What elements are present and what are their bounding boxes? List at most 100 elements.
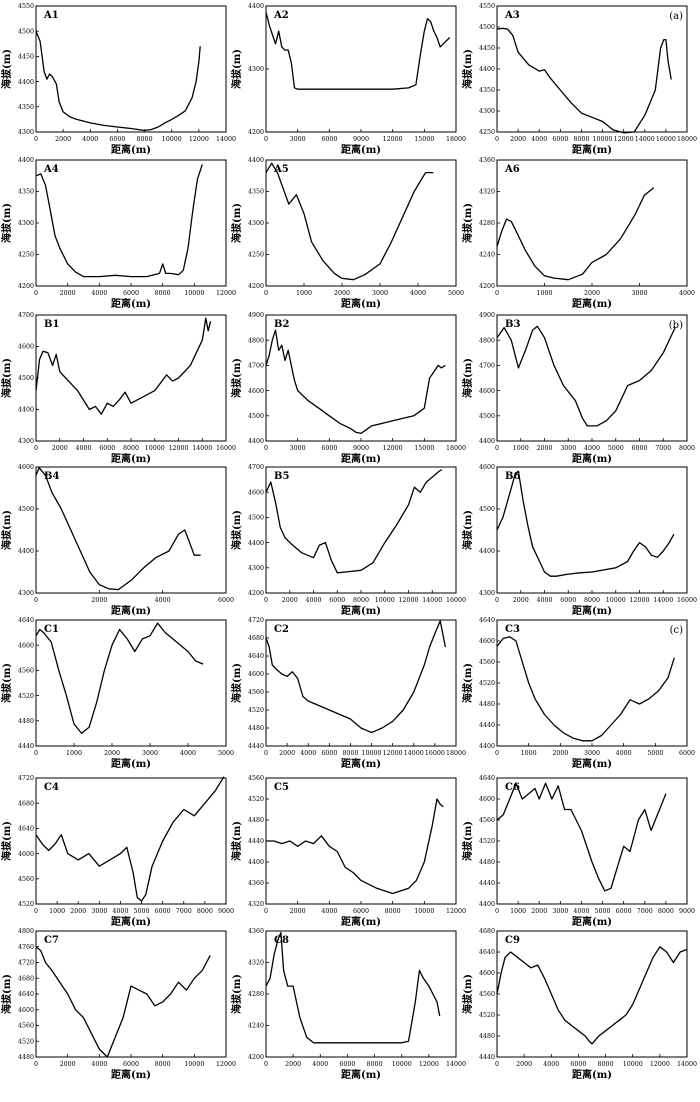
x-tick-label: 16000 [677, 597, 697, 604]
x-tick-label: 0 [495, 445, 499, 452]
x-axis-label: 距离(m) [111, 604, 151, 617]
plot-frame [496, 466, 688, 594]
x-tick-label: 6000 [155, 908, 171, 915]
x-tick-label: 6000 [109, 136, 125, 143]
y-tick-label: 4720 [18, 775, 34, 782]
y-tick-label: 4400 [248, 540, 264, 547]
x-tick-label: 6000 [321, 750, 337, 757]
y-tick-label: 4560 [18, 876, 34, 883]
series-line [266, 798, 444, 895]
y-tick-label: 4900 [479, 312, 495, 319]
plot-frame [35, 466, 227, 594]
x-tick-label: 12000 [189, 136, 209, 143]
y-tick-label: 4440 [248, 743, 264, 750]
x-axis-label: 距离(m) [341, 757, 381, 770]
x-tick-label: 4000 [616, 750, 632, 757]
x-tick-label: 8000 [679, 445, 695, 452]
x-axis-label: 距离(m) [572, 452, 612, 465]
x-tick-label: 1000 [66, 750, 82, 757]
y-tick-label: 4300 [18, 129, 34, 136]
x-axis-label: 距离(m) [341, 604, 381, 617]
y-tick-label: 4300 [18, 438, 34, 445]
x-tick-label: 3000 [142, 750, 158, 757]
x-tick-label: 0 [34, 908, 38, 915]
y-tick-label: 4600 [479, 638, 495, 645]
y-axis-label: 海拔(m) [230, 974, 243, 1014]
y-tick-label: 4680 [18, 975, 34, 982]
y-axis-label: 海拔(m) [0, 203, 13, 243]
series-line [496, 470, 675, 577]
y-tick-label: 4500 [479, 506, 495, 513]
x-tick-label: 2000 [290, 908, 306, 915]
x-tick-label: 0 [495, 750, 499, 757]
x-tick-label: 3000 [290, 136, 306, 143]
x-tick-label: 6000 [329, 597, 345, 604]
y-tick-label: 4480 [479, 859, 495, 866]
x-tick-label: 9000 [353, 136, 369, 143]
x-tick-label: 10000 [623, 1061, 643, 1068]
y-tick-label: 4600 [479, 796, 495, 803]
panel-title: B6 [505, 471, 520, 482]
y-tick-label: 4500 [479, 413, 495, 420]
x-tick-label: 6000 [560, 597, 576, 604]
x-tick-label: 2000 [552, 750, 568, 757]
panel-title: A6 [504, 164, 520, 175]
x-tick-label: 6000 [679, 750, 695, 757]
chart-C6: 0 1000 2000 3000 4000 5000 6000 7000 8000 9000 440… [461, 775, 695, 928]
x-tick-label: 7000 [637, 908, 653, 915]
x-tick-label: 12000 [383, 136, 403, 143]
y-axis-label: 海拔(m) [0, 821, 13, 861]
y-tick-label: 4520 [248, 707, 264, 714]
y-tick-label: 4400 [18, 157, 34, 164]
x-tick-label: 2000 [104, 750, 120, 757]
panel-title: B4 [44, 471, 59, 482]
chart-B1: 0 2000 4000 6000 8000 10000 12000 14000 16000 430… [0, 312, 236, 465]
x-tick-label: 0 [495, 908, 499, 915]
x-tick-label: 0 [34, 136, 38, 143]
x-tick-label: 12000 [419, 1061, 439, 1068]
panel-title: A4 [43, 164, 59, 175]
x-tick-label: 6000 [570, 1061, 586, 1068]
y-axis-label: 海拔(m) [230, 49, 243, 89]
x-tick-label: 2000 [513, 597, 529, 604]
x-tick-label: 4000 [584, 445, 600, 452]
y-tick-label: 4640 [18, 991, 34, 998]
y-tick-label: 4700 [479, 363, 495, 370]
y-axis-label: 海拔(m) [230, 203, 243, 243]
plot-frame [35, 314, 227, 442]
y-tick-label: 4600 [18, 642, 34, 649]
x-tick-label: 2000 [60, 290, 76, 297]
y-tick-label: 4500 [18, 28, 34, 35]
y-tick-label: 4560 [479, 991, 495, 998]
x-tick-label: 10000 [606, 597, 626, 604]
y-tick-label: 4560 [479, 817, 495, 824]
y-tick-label: 4350 [18, 189, 34, 196]
x-tick-label: 18000 [446, 750, 466, 757]
y-tick-label: 4500 [18, 375, 34, 382]
y-tick-label: 4640 [18, 826, 34, 833]
x-tick-label: 4000 [321, 908, 337, 915]
y-tick-label: 4360 [248, 880, 264, 887]
x-tick-label: 7000 [655, 445, 671, 452]
x-tick-label: 10000 [362, 750, 382, 757]
chart-A1: 0 2000 4000 6000 8000 10000 12000 14000 4300 4350… [0, 3, 236, 156]
x-tick-label: 2000 [516, 1061, 532, 1068]
x-tick-label: 14000 [635, 136, 655, 143]
x-tick-label: 8000 [353, 597, 369, 604]
series-line [265, 329, 446, 435]
x-axis-label: 距离(m) [111, 757, 151, 770]
series-line [496, 636, 675, 742]
series-line [35, 776, 225, 902]
x-tick-label: 9000 [353, 445, 369, 452]
y-tick-label: 4550 [18, 3, 34, 10]
x-tick-label: 0 [34, 750, 38, 757]
x-axis-label: 距离(m) [572, 1068, 612, 1081]
y-axis-label: 海拔(m) [230, 358, 243, 398]
x-tick-label: 0 [264, 1061, 268, 1068]
chart-C9: 0 2000 4000 6000 8000 10000 12000 14000 4440 4480… [461, 928, 697, 1081]
group-label: (a) [669, 11, 683, 22]
y-tick-label: 4600 [18, 851, 34, 858]
x-tick-label: 2000 [584, 290, 600, 297]
x-tick-label: 6000 [339, 1061, 355, 1068]
series-line [496, 325, 676, 427]
